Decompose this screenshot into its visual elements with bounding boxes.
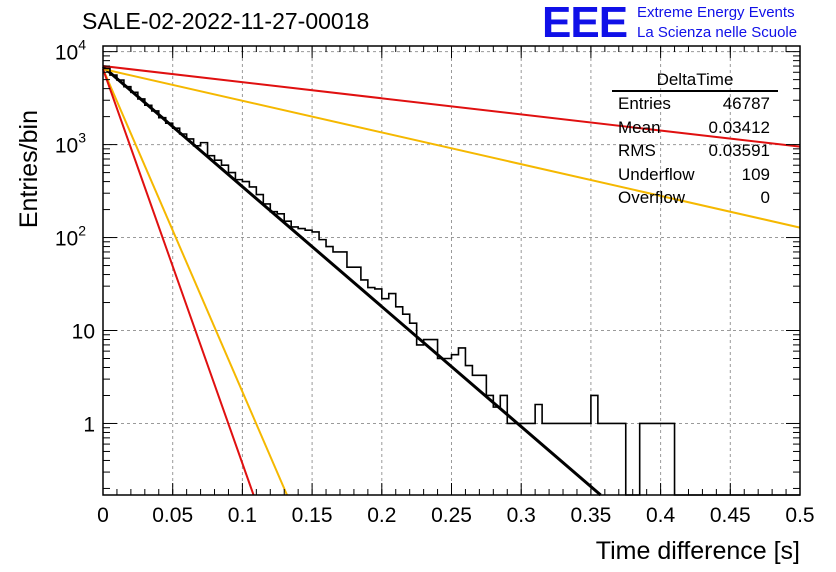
y-tick-label: 1 — [83, 413, 95, 436]
x-tick-label: 0 — [97, 504, 109, 527]
x-tick-label: 0.2 — [367, 504, 396, 527]
axis-ticks — [102, 46, 801, 495]
stats-box: DeltaTime Entries 46787 Mean 0.03412 RMS 0.… — [612, 70, 778, 210]
x-tick-label: 0.3 — [507, 504, 536, 527]
x-tick-label: 0.5 — [785, 504, 814, 527]
fit-line-red — [102, 65, 801, 148]
stats-label: Mean — [618, 117, 661, 137]
stats-value: 0.03412 — [708, 117, 770, 137]
x-tick-label: 0.25 — [431, 504, 472, 527]
x-tick-label: 0.4 — [646, 504, 676, 527]
stats-label: Entries — [618, 94, 671, 113]
y-tick-label: 10 — [72, 321, 95, 344]
x-tick-label: 0.45 — [710, 504, 751, 527]
axis-tick-labels: 0 0.05 0.1 0.15 0.2 0.25 0.3 0.35 0.4 0.45 0.5 1 10 1… — [55, 37, 815, 527]
x-tick-label: 0.35 — [570, 504, 611, 527]
x-axis-label: Time difference [s] — [596, 537, 800, 565]
stats-value: 109 — [741, 164, 770, 184]
eee-logo: EEE — [542, 0, 628, 47]
y-tick-label: 102 — [55, 223, 86, 251]
stats-value: 46787 — [722, 94, 770, 113]
fit-line-red — [102, 68, 255, 496]
x-tick-label: 0.1 — [228, 504, 257, 527]
stats-value: 0.03591 — [708, 141, 770, 160]
stats-label: Overflow — [618, 188, 686, 207]
y-axis-label: Entries/bin — [15, 110, 43, 228]
x-tick-label: 0.05 — [152, 504, 193, 527]
stats-label: Underflow — [618, 164, 695, 184]
stats-row: Underflow 109 — [612, 163, 778, 187]
stats-row: Overflow 0 — [612, 186, 778, 210]
fit-line-yellow — [102, 68, 288, 496]
stats-value: 0 — [760, 188, 770, 207]
stats-row: RMS 0.03591 — [612, 139, 778, 163]
stats-label: RMS — [618, 141, 656, 160]
stats-row: Mean 0.03412 — [612, 116, 778, 140]
x-tick-label: 0.15 — [292, 504, 333, 527]
fit-line-yellow — [102, 68, 801, 229]
logo-line-2: La Scienza nelle Scuole — [637, 24, 798, 41]
stats-row: Entries 46787 — [612, 92, 778, 116]
y-tick-label: 103 — [55, 130, 86, 158]
logo-line-1: Extreme Energy Events — [637, 4, 795, 21]
y-tick-label: 104 — [55, 37, 86, 65]
plot-title: SALE-02-2022-11-27-00018 — [82, 8, 370, 34]
stats-title: DeltaTime — [612, 70, 778, 92]
